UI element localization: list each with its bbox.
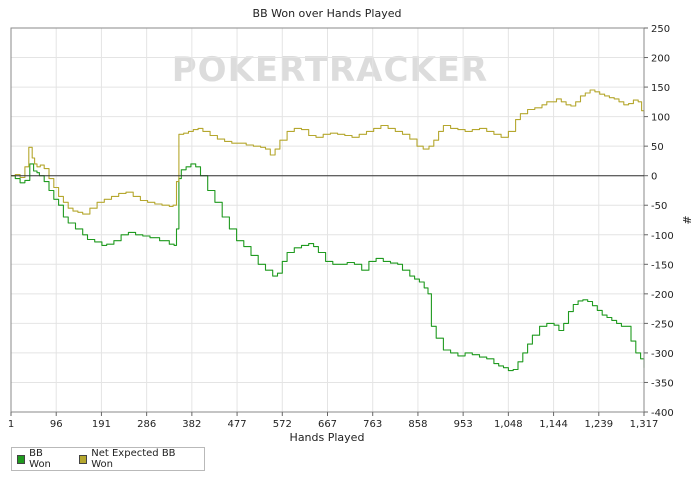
chart-title: BB Won over Hands Played (253, 7, 402, 20)
y-tick-label: -200 (651, 290, 674, 301)
legend-swatch-net-expected-bb-won (79, 454, 88, 464)
series-line-net-expected-bb-won (11, 89, 645, 215)
legend-label-bb-won: BB Won (29, 448, 51, 470)
legend-item-bb-won: BB Won (17, 448, 63, 470)
series-line-bb-won (11, 163, 645, 372)
x-tick-label: 1,317 (630, 419, 659, 430)
watermark-text: POKERTRACKER (172, 50, 488, 90)
x-tick-label: 858 (408, 419, 427, 430)
y-tick-label: 0 (651, 172, 657, 183)
x-axis-label: Hands Played (290, 431, 365, 444)
y-tick-label: 150 (651, 83, 670, 94)
x-tick-label: 763 (363, 419, 382, 430)
y-tick-label: -50 (651, 201, 667, 212)
y-tick-label: 200 (651, 54, 670, 65)
x-tick-label: 286 (137, 419, 156, 430)
x-tick-label: 1,239 (584, 419, 613, 430)
legend: BB Won Net Expected BB Won (11, 447, 205, 471)
y-tick-label: -250 (651, 319, 674, 330)
legend-label-net-expected-bb-won: Net Expected BB Won (91, 448, 176, 470)
y-tick-label: -350 (651, 378, 674, 389)
x-tick-label: 1,144 (539, 419, 568, 430)
x-tick-label: 96 (50, 419, 63, 430)
x-tick-label: 477 (228, 419, 247, 430)
y-tick-label: -150 (651, 260, 674, 271)
y-tick-label: 50 (651, 142, 664, 153)
x-tick-label: 572 (273, 419, 292, 430)
y-tick-label: 100 (651, 113, 670, 124)
x-tick-label: 667 (318, 419, 337, 430)
x-tick-label: 1 (8, 419, 14, 430)
x-tick-label: 382 (182, 419, 201, 430)
y-tick-label: -100 (651, 231, 674, 242)
legend-swatch-bb-won (17, 454, 26, 464)
y-tick-label: -400 (651, 408, 674, 419)
x-tick-label: 191 (92, 419, 111, 430)
y-tick-label: -300 (651, 349, 674, 360)
y-tick-label: 250 (651, 24, 670, 35)
y-axis-label: # (680, 215, 693, 224)
x-tick-label: 953 (454, 419, 473, 430)
x-tick-label: 1,048 (494, 419, 523, 430)
legend-item-net-expected-bb-won: Net Expected BB Won (79, 448, 188, 470)
